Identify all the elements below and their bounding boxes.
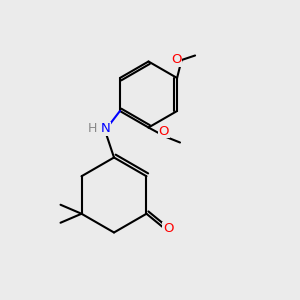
Text: O: O xyxy=(163,222,174,235)
Text: O: O xyxy=(171,53,181,66)
Text: H: H xyxy=(88,122,97,135)
Text: O: O xyxy=(159,124,169,138)
Text: N: N xyxy=(101,122,110,136)
